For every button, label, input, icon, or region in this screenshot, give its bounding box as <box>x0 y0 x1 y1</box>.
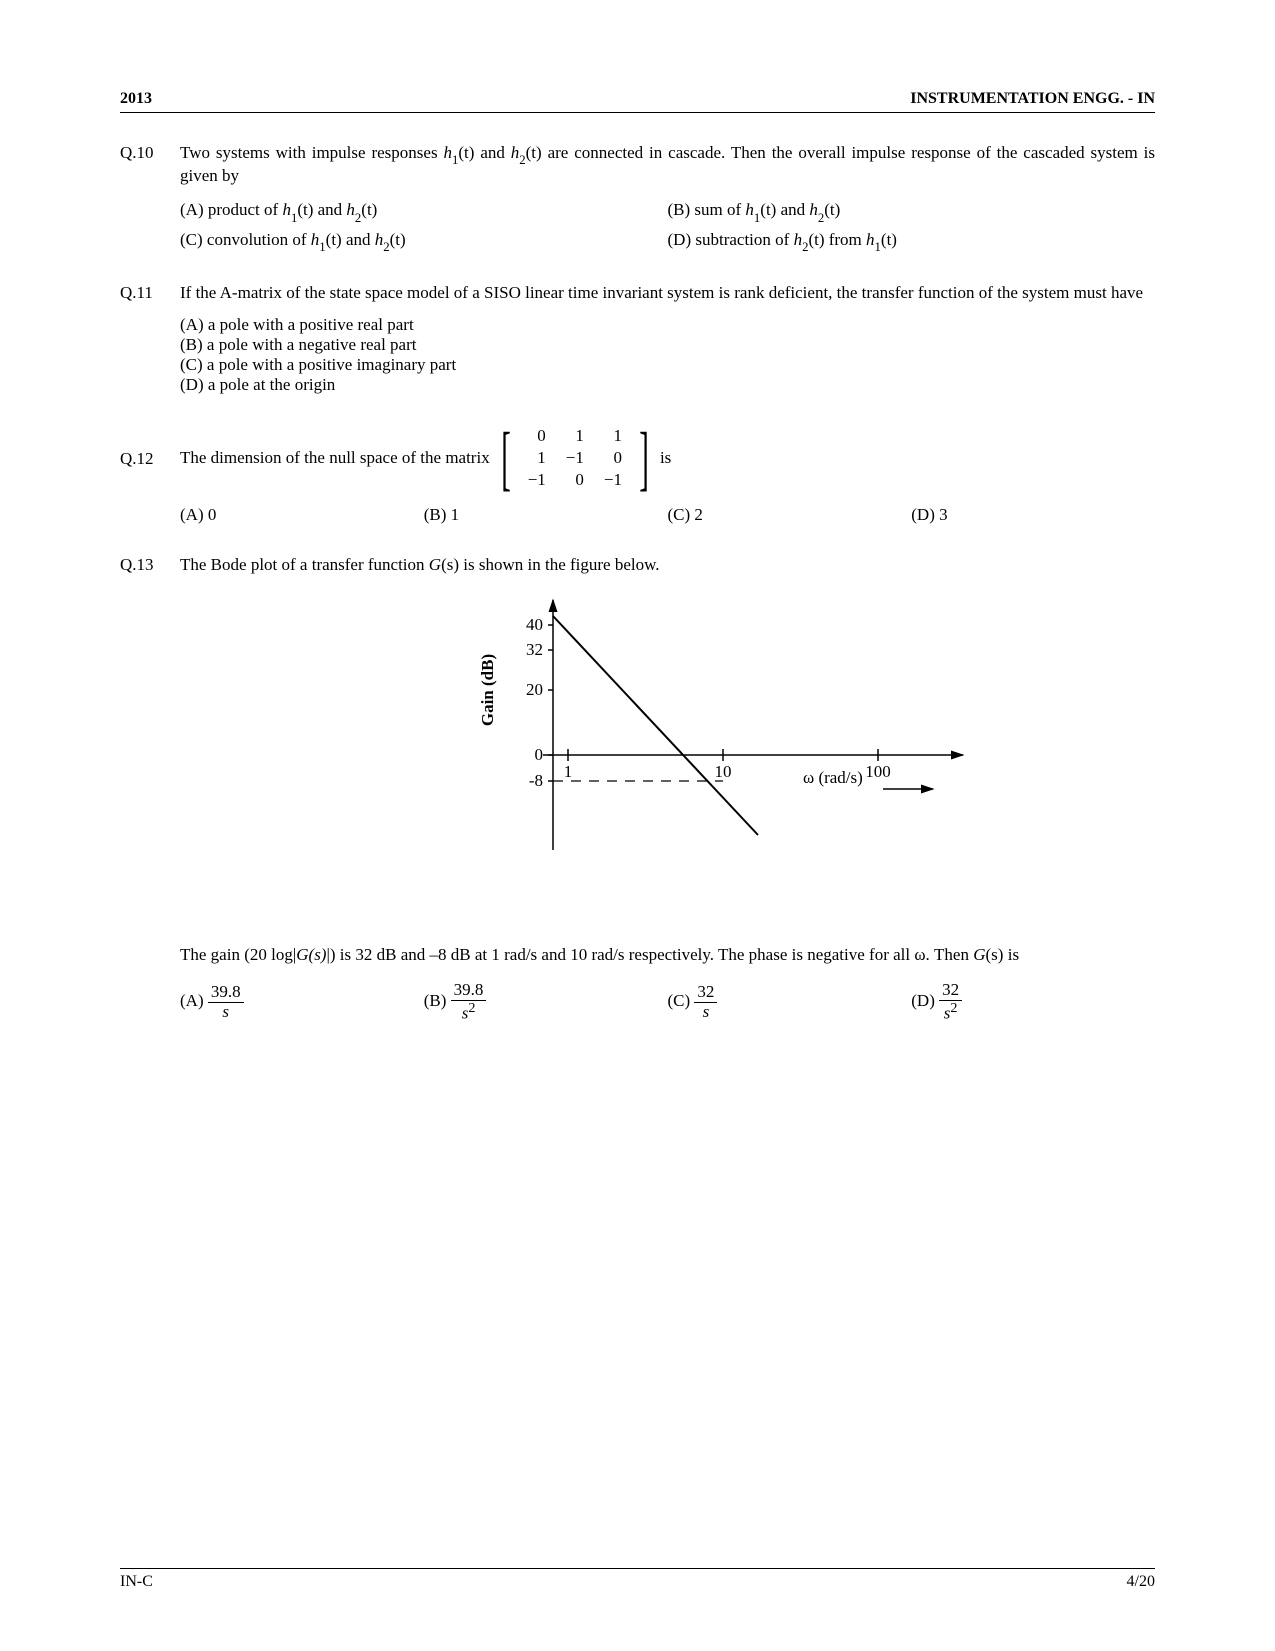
bode-svg: 40 32 20 0 -8 1 10 100 Gain (dB) ω (rad/s) <box>463 590 983 930</box>
q10-h2-arg: (t) <box>526 143 542 162</box>
header-subject: INSTRUMENTATION ENGG. - IN <box>910 90 1155 108</box>
q10-d-pre: (D) subtraction of <box>668 230 794 249</box>
svg-text:40: 40 <box>526 615 543 634</box>
q11-number: Q.11 <box>120 283 180 303</box>
q13-option-c: (C) 32s <box>668 983 912 1021</box>
question-13: Q.13 The Bode plot of a transfer functio… <box>120 555 1155 1023</box>
q12-text-pre: The dimension of the null space of the m… <box>180 448 490 468</box>
q11-option-b: (B) a pole with a negative real part <box>180 335 1155 355</box>
header-year: 2013 <box>120 90 152 108</box>
svg-text:100: 100 <box>865 762 891 781</box>
q11-option-c: (C) a pole with a positive imaginary par… <box>180 355 1155 375</box>
q13-line1: The Bode plot of a transfer function G(s… <box>180 555 1155 575</box>
q13-g: G <box>429 555 441 574</box>
q13-option-b: (B) 39.8s2 <box>424 981 668 1023</box>
q10-b-pre: (B) sum of <box>668 200 746 219</box>
q13-g-arg: (s) <box>441 555 459 574</box>
q13-option-a: (A) 39.8s <box>180 983 424 1021</box>
q10-c-pre: (C) convolution of <box>180 230 311 249</box>
q10-text: Two systems with impulse responses h1(t)… <box>180 143 1155 186</box>
question-10: Q.10 Two systems with impulse responses … <box>120 143 1155 253</box>
q12-matrix-table: 011 1−10 −10−1 <box>518 425 632 491</box>
q10-h2-sub: 2 <box>519 153 525 167</box>
footer-page: 4/20 <box>1127 1573 1155 1591</box>
q13-line1-pre: The Bode plot of a transfer function <box>180 555 429 574</box>
q10-text-pre: Two systems with impulse responses <box>180 143 443 162</box>
q11-option-a: (A) a pole with a positive real part <box>180 315 1155 335</box>
footer-code: IN-C <box>120 1573 153 1591</box>
svg-text:0: 0 <box>534 745 543 764</box>
svg-text:1: 1 <box>563 762 572 781</box>
page-header: 2013 INSTRUMENTATION ENGG. - IN <box>120 90 1155 113</box>
q10-and1: and <box>480 143 510 162</box>
question-12: Q.12 The dimension of the null space of … <box>120 425 1155 525</box>
page-footer: IN-C 4/20 <box>120 1568 1155 1591</box>
q12-option-c: (C) 2 <box>668 505 912 525</box>
q11-text: If the A-matrix of the state space model… <box>180 283 1155 303</box>
q13-line2-post: is <box>1008 945 1019 964</box>
q12-text: The dimension of the null space of the m… <box>180 425 1155 491</box>
q13-line2-pre: The gain <box>180 945 244 964</box>
q11-option-d: (D) a pole at the origin <box>180 375 1155 395</box>
q10-h1: h <box>443 143 452 162</box>
svg-text:32: 32 <box>526 640 543 659</box>
question-11: Q.11 If the A-matrix of the state space … <box>120 283 1155 395</box>
q10-h1-sub: 1 <box>452 153 458 167</box>
q10-a-pre: (A) product of <box>180 200 282 219</box>
svg-text:20: 20 <box>526 680 543 699</box>
svg-text:ω (rad/s): ω (rad/s) <box>803 768 863 787</box>
q12-option-b: (B) 1 <box>424 505 668 525</box>
q13-option-d: (D) 32s2 <box>911 981 1155 1023</box>
svg-text:-8: -8 <box>528 771 542 790</box>
q12-option-d: (D) 3 <box>911 505 1155 525</box>
q12-text-post: is <box>660 448 671 468</box>
bode-plot: 40 32 20 0 -8 1 10 100 Gain (dB) ω (rad/s) <box>290 590 1155 935</box>
q10-h1-arg: (t) <box>458 143 474 162</box>
q10-option-a: (A) product of h1(t) and h2(t) <box>180 200 668 223</box>
q10-option-b: (B) sum of h1(t) and h2(t) <box>668 200 1156 223</box>
q12-option-a: (A) 0 <box>180 505 424 525</box>
svg-text:10: 10 <box>714 762 731 781</box>
q13-line2-mid: is 32 dB and –8 dB at 1 rad/s and 10 rad… <box>340 945 973 964</box>
q12-number: Q.12 <box>120 425 180 469</box>
q10-option-d: (D) subtraction of h2(t) from h1(t) <box>668 230 1156 253</box>
q10-h2: h <box>511 143 520 162</box>
q13-line2: The gain (20 log|G(s)|) is 32 dB and –8 … <box>180 945 1155 965</box>
q10-option-c: (C) convolution of h1(t) and h2(t) <box>180 230 668 253</box>
q13-line1-post: is shown in the figure below. <box>463 555 659 574</box>
svg-text:Gain (dB): Gain (dB) <box>478 654 497 726</box>
q13-number: Q.13 <box>120 555 180 575</box>
q10-number: Q.10 <box>120 143 180 163</box>
q12-matrix: [ 011 1−10 −10−1 ] <box>494 425 656 491</box>
